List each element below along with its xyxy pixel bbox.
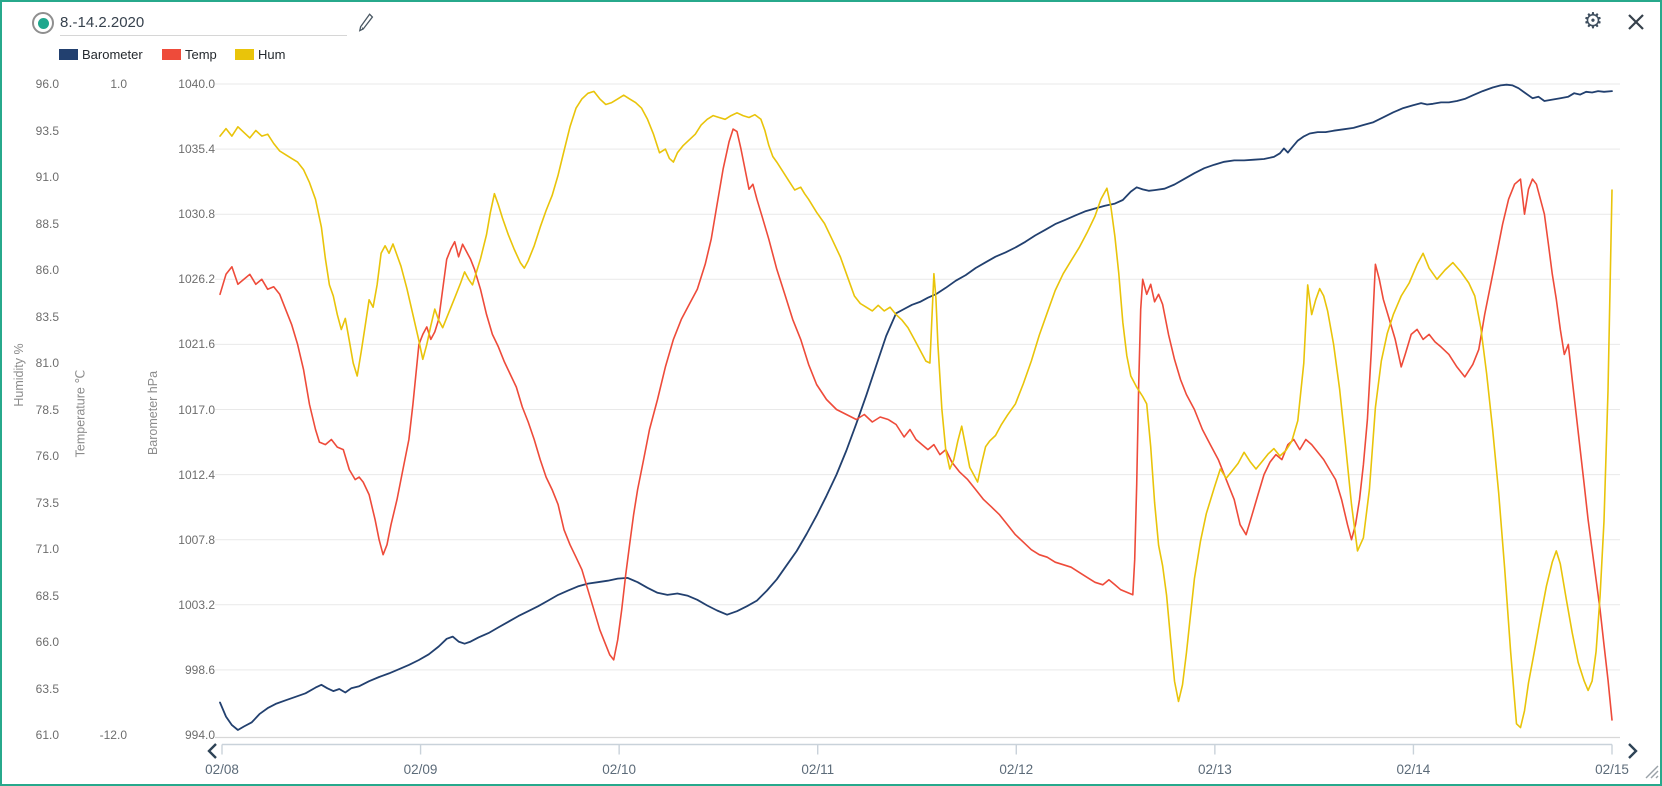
radio-dot-icon [37, 17, 49, 29]
x-tick-label: 02/08 [205, 762, 239, 777]
x-tick-label: 02/13 [1197, 762, 1232, 777]
y-tick-label-humidity: 63.5 [35, 681, 59, 696]
legend-item-hum[interactable]: Hum [235, 47, 305, 62]
y-tick-label-humidity: 88.5 [35, 216, 59, 231]
widget-select-radio[interactable] [32, 12, 54, 34]
y-tick-label-barometer: 1007.8 [178, 532, 215, 547]
y-tick-label-humidity: 83.5 [35, 309, 59, 324]
y-tick-label-humidity: 81.0 [35, 356, 59, 370]
series-line-temp [219, 128, 1613, 721]
x-tick-label: 02/11 [801, 762, 835, 777]
y-tick-label-temperature: 1.0 [110, 77, 127, 91]
y-tick-label-temperature: -12.0 [99, 728, 127, 742]
x-tick-label: 02/12 [999, 762, 1034, 777]
scroll-left-chevron-icon[interactable] [205, 742, 219, 760]
x-tick-label: 02/14 [1396, 762, 1431, 777]
y-tick-label-humidity: 66.0 [35, 635, 59, 649]
y-tick-label-humidity: 93.5 [35, 123, 59, 138]
y-tick-label-humidity: 71.0 [35, 542, 59, 556]
pencil-icon[interactable] [357, 12, 375, 34]
legend-swatch-barometer [59, 49, 78, 60]
gear-icon[interactable]: ⚙ [1583, 9, 1603, 34]
y-tick-label-humidity: 86.0 [35, 263, 59, 277]
close-icon[interactable] [1626, 12, 1646, 32]
legend-label: Hum [258, 47, 286, 62]
legend-label: Barometer [82, 47, 143, 62]
y-tick-label-humidity: 68.5 [35, 588, 59, 603]
legend-label: Temp [185, 47, 217, 62]
y-tick-label-humidity: 76.0 [35, 449, 59, 463]
y-tick-label-barometer: 1003.2 [178, 597, 215, 612]
y-tick-label-humidity: 78.5 [35, 402, 59, 417]
y-tick-label-barometer: 1021.6 [178, 337, 215, 352]
y-tick-label-barometer: 1012.4 [178, 467, 215, 482]
y-tick-label-barometer: 1030.8 [178, 207, 215, 222]
title-input[interactable] [60, 10, 347, 36]
legend-item-barometer[interactable]: Barometer [59, 47, 159, 62]
y-tick-label-humidity: 96.0 [35, 77, 59, 91]
legend-swatch-temp [162, 49, 181, 60]
x-tick-label: 02/10 [602, 762, 637, 777]
y-tick-label-barometer: 994.0 [184, 728, 215, 742]
y-tick-label-barometer: 1040.0 [178, 77, 215, 91]
resize-grip-icon[interactable] [1642, 762, 1660, 780]
legend-swatch-hum [235, 49, 254, 60]
series-line-hum [219, 90, 1613, 729]
y-tick-label-humidity: 61.0 [35, 728, 59, 742]
y-tick-label-barometer: 1017.0 [178, 402, 215, 417]
y-tick-label-barometer: 1026.2 [178, 272, 215, 287]
legend-item-temp[interactable]: Temp [162, 47, 232, 62]
y-tick-label-barometer: 1035.4 [178, 142, 215, 157]
x-tick-label: 02/15 [1595, 762, 1629, 777]
y-tick-label-barometer: 998.6 [184, 662, 215, 677]
series-line-barometer [219, 83, 1613, 731]
y-tick-label-humidity: 91.0 [35, 170, 59, 184]
scroll-right-chevron-icon[interactable] [1626, 742, 1640, 760]
y-tick-label-humidity: 73.5 [35, 495, 59, 510]
x-tick-label: 02/09 [403, 762, 438, 777]
